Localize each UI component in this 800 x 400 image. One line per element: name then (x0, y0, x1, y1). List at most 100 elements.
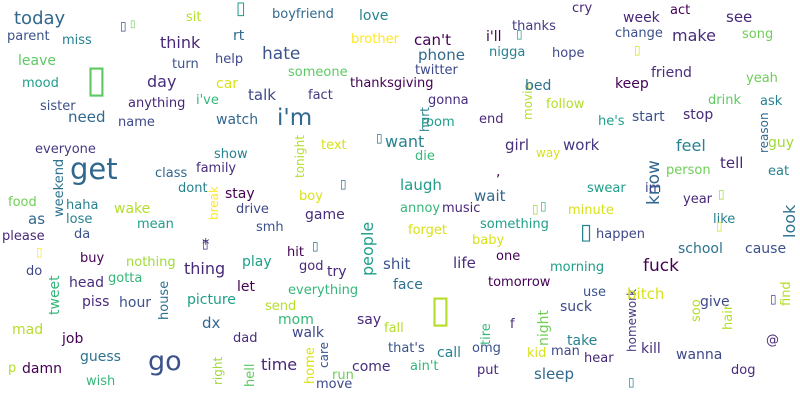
cloud-word: sister (40, 99, 76, 114)
cloud-word: tweet (47, 275, 63, 315)
cloud-word: eat (768, 164, 790, 179)
cloud-word: ask (760, 94, 783, 109)
cloud-word: drive (236, 202, 269, 217)
cloud-word: kill (641, 341, 661, 357)
cloud-word: head (69, 275, 104, 291)
cloud-word: minute (568, 203, 614, 218)
cloud-word: p (8, 361, 17, 376)
cloud-word: fall (384, 321, 404, 336)
cloud-word: mom (278, 312, 314, 328)
cloud-word: see (726, 8, 753, 26)
cloud-word: da (74, 227, 91, 242)
cloud-word: can't (414, 31, 451, 49)
cloud-word: need (68, 108, 106, 126)
cloud-word: nothing (126, 255, 176, 270)
cloud-word: twitter (415, 63, 458, 78)
cloud-word: school (678, 241, 723, 257)
cloud-word: hell (243, 363, 258, 387)
cloud-word: do (26, 264, 43, 279)
cloud-word: omg (472, 341, 501, 356)
cloud-word: run (332, 368, 354, 383)
cloud-word: forget (408, 223, 447, 238)
cloud-word: name (118, 115, 155, 130)
missing-glyph-icon: ▯ (236, 0, 246, 19)
cloud-word: cause (745, 241, 787, 257)
cloud-word: gonna (428, 93, 469, 108)
cloud-word: change (615, 26, 663, 41)
cloud-word: find (779, 281, 794, 306)
cloud-word: take (567, 333, 598, 349)
cloud-word: im (645, 181, 662, 196)
cloud-word: boy (299, 189, 323, 204)
cloud-word: soo (689, 299, 704, 322)
missing-glyph-icon: ▯ (430, 287, 451, 331)
cloud-word: mean (137, 217, 174, 232)
cloud-word: thanks (512, 19, 556, 34)
cloud-word: get (70, 152, 118, 186)
cloud-word: send (265, 299, 297, 314)
cloud-word: i'll (486, 29, 502, 45)
cloud-word: try (327, 264, 347, 280)
cloud-word: he's (598, 114, 625, 129)
cloud-word: let (237, 279, 255, 295)
cloud-word: work (563, 136, 600, 154)
cloud-word: man (551, 344, 580, 359)
missing-glyph-icon: ▯ (36, 245, 43, 259)
cloud-word: turn (172, 57, 199, 72)
missing-glyph-icon: ▯ (718, 187, 725, 201)
cloud-word: act (670, 3, 691, 18)
cloud-word: think (160, 33, 201, 52)
cloud-word: leave (18, 53, 56, 69)
cloud-word: girl (505, 136, 530, 154)
cloud-word: * (202, 235, 210, 253)
cloud-word: talk (248, 86, 276, 104)
cloud-word: stop (683, 107, 714, 123)
cloud-word: make (672, 26, 716, 45)
missing-glyph-icon: ▯ (532, 202, 539, 216)
cloud-word: night (536, 309, 552, 346)
cloud-word: food (8, 195, 37, 210)
missing-glyph-icon: ▯ (130, 19, 136, 30)
cloud-word: fuck (643, 256, 679, 276)
cloud-word: baby (472, 233, 505, 248)
cloud-word: walk (292, 325, 325, 341)
cloud-word: anything (128, 96, 186, 111)
cloud-word: week (623, 10, 660, 26)
cloud-word: lose (66, 212, 93, 227)
cloud-word: help (215, 52, 244, 67)
cloud-word: @ (766, 333, 779, 348)
cloud-word: day (147, 72, 177, 91)
missing-glyph-icon: ▯ (540, 199, 547, 213)
cloud-word: put (477, 363, 499, 378)
cloud-word: life (453, 254, 476, 272)
cloud-word: i've (196, 93, 219, 108)
cloud-word: that's (388, 341, 425, 356)
cloud-word: wait (474, 187, 506, 205)
cloud-word: buy (80, 251, 105, 266)
cloud-word: bitch (627, 285, 665, 303)
cloud-word: friend (651, 65, 692, 81)
cloud-word: wake (114, 201, 151, 217)
cloud-word: wanna (676, 347, 723, 363)
cloud-word: person (666, 163, 711, 178)
cloud-word: come (352, 359, 391, 375)
cloud-word: everything (288, 283, 359, 298)
cloud-word: smh (256, 220, 284, 235)
cloud-word: dad (233, 331, 258, 346)
cloud-word: yeah (746, 71, 778, 86)
cloud-word: hour (119, 295, 152, 311)
cloud-word: move (316, 377, 353, 392)
missing-glyph-icon: ▯ (376, 131, 383, 145)
missing-glyph-icon: ▯ (770, 292, 777, 306)
cloud-word: annoy (400, 201, 441, 216)
cloud-word: sleep (534, 365, 574, 383)
cloud-word: ain't (410, 359, 439, 374)
cloud-word: class (155, 166, 188, 181)
cloud-word: damn (22, 361, 62, 377)
cloud-word: use (583, 285, 607, 300)
missing-glyph-icon: ▯ (634, 43, 641, 57)
cloud-word: tell (720, 154, 744, 172)
cloud-word: , (496, 164, 501, 180)
cloud-word: music (442, 201, 481, 216)
